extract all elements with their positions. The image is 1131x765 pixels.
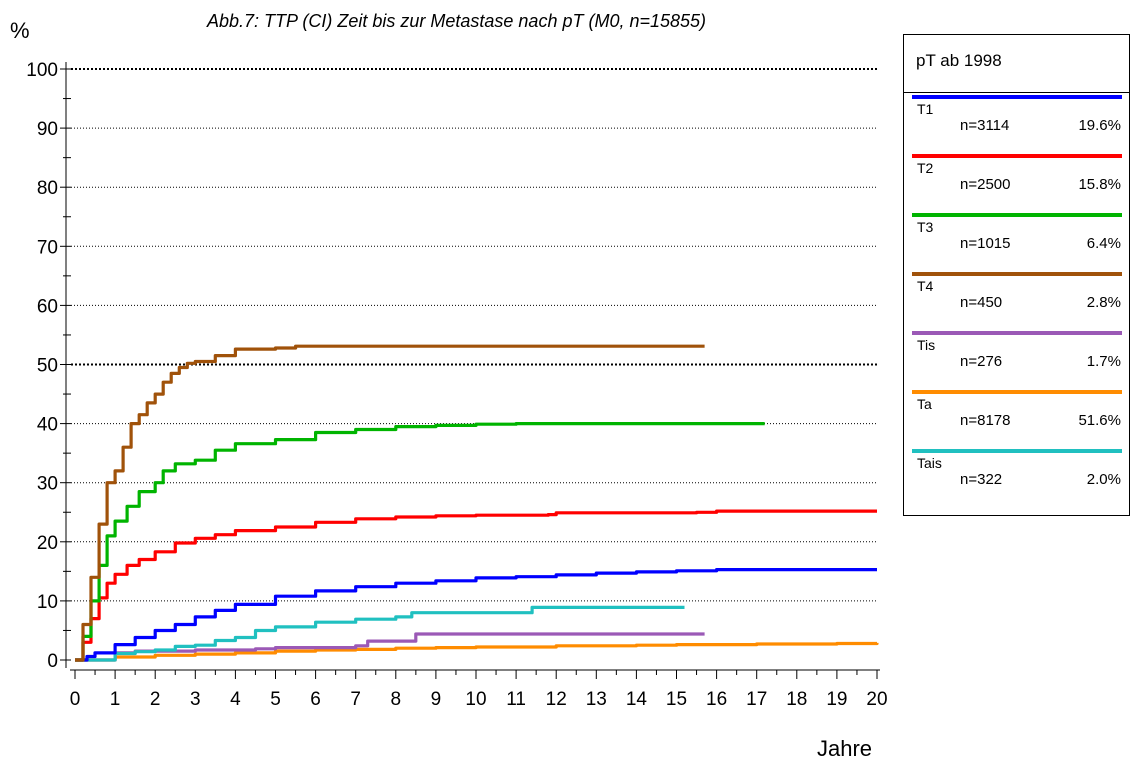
legend-series-percent: 15.8% bbox=[1078, 176, 1121, 193]
legend-series-count: n=450 bbox=[960, 294, 1003, 311]
x-tick-label: 17 bbox=[746, 689, 767, 710]
x-tick-label: 7 bbox=[350, 689, 361, 710]
x-tick-label: 10 bbox=[465, 689, 486, 710]
y-tick-label: 60 bbox=[37, 296, 58, 317]
legend-swatch bbox=[912, 390, 1122, 394]
x-axis-label: Jahre bbox=[817, 736, 872, 761]
y-axis-label: % bbox=[10, 18, 30, 43]
y-tick-label: 40 bbox=[37, 415, 58, 436]
legend-entry-tais: Tais n=322 2.0% bbox=[904, 449, 1129, 508]
legend-series-count: n=322 bbox=[960, 471, 1003, 488]
x-tick-label: 11 bbox=[506, 689, 526, 710]
legend-series-name: T4 bbox=[917, 278, 934, 294]
legend-swatch bbox=[912, 331, 1122, 335]
y-tick-label: 70 bbox=[37, 237, 58, 258]
legend-series-percent: 51.6% bbox=[1078, 412, 1121, 429]
chart-title: Abb.7: TTP (CI) Zeit bis zur Metastase n… bbox=[206, 11, 706, 31]
legend-series-count: n=2500 bbox=[960, 176, 1011, 193]
series-line-t3 bbox=[75, 422, 765, 662]
y-tick-label: 100 bbox=[26, 60, 58, 81]
legend-series-percent: 1.7% bbox=[1086, 353, 1121, 370]
legend-swatch bbox=[912, 154, 1122, 158]
x-tick-label: 1 bbox=[110, 689, 121, 710]
gridlines bbox=[71, 68, 877, 602]
legend-swatch bbox=[912, 95, 1122, 99]
x-tick-label: 9 bbox=[431, 689, 442, 710]
legend-title: pT ab 1998 bbox=[916, 51, 1002, 70]
legend: pT ab 1998 T1 n=3114 19.6% T2 n=2500 15.8% T3 n… bbox=[903, 34, 1130, 516]
series-line-tais bbox=[75, 605, 685, 662]
legend-entry-t3: T3 n=1015 6.4% bbox=[904, 213, 1129, 272]
x-tick-label: 12 bbox=[546, 689, 567, 710]
legend-series-percent: 19.6% bbox=[1078, 117, 1121, 134]
series-line-ta bbox=[75, 641, 879, 662]
x-tick-label: 20 bbox=[866, 689, 887, 710]
legend-entry-t1: T1 n=3114 19.6% bbox=[904, 95, 1129, 154]
x-tick-label: 14 bbox=[626, 689, 648, 710]
y-tick-label: 80 bbox=[37, 178, 58, 199]
x-tick-label: 0 bbox=[70, 689, 81, 710]
legend-series-count: n=1015 bbox=[960, 235, 1011, 252]
legend-series-percent: 6.4% bbox=[1086, 235, 1121, 252]
legend-entry-ta: Ta n=8178 51.6% bbox=[904, 390, 1129, 449]
x-tick-label: 2 bbox=[150, 689, 161, 710]
legend-entry-t4: T4 n=450 2.8% bbox=[904, 272, 1129, 331]
legend-swatch bbox=[912, 272, 1122, 276]
legend-swatch bbox=[912, 213, 1122, 217]
legend-series-name: Tais bbox=[917, 455, 942, 471]
x-tick-label: 3 bbox=[190, 689, 201, 710]
y-tick-label: 90 bbox=[37, 119, 58, 140]
x-tick-label: 6 bbox=[310, 689, 321, 710]
y-tick-label: 10 bbox=[37, 592, 58, 613]
y-tick-label: 30 bbox=[37, 474, 58, 495]
series-lines bbox=[75, 344, 879, 662]
x-tick-label: 18 bbox=[786, 689, 807, 710]
legend-series-name: Ta bbox=[917, 396, 932, 412]
series-line-t2 bbox=[75, 509, 877, 662]
legend-series-percent: 2.8% bbox=[1086, 294, 1121, 311]
legend-series-percent: 2.0% bbox=[1086, 471, 1121, 488]
y-tick-label: 0 bbox=[47, 651, 58, 672]
series-line-t4 bbox=[75, 344, 705, 662]
legend-swatch bbox=[912, 449, 1122, 453]
y-tick-label: 50 bbox=[37, 356, 58, 377]
series-line-t1 bbox=[75, 568, 877, 662]
y-tick-label: 20 bbox=[37, 533, 58, 554]
legend-series-name: Tis bbox=[917, 337, 936, 353]
legend-series-name: T2 bbox=[917, 160, 934, 176]
legend-series-name: T3 bbox=[917, 219, 934, 235]
x-tick-label: 8 bbox=[391, 689, 402, 710]
legend-entry-tis: Tis n=276 1.7% bbox=[904, 331, 1129, 390]
legend-series-count: n=3114 bbox=[960, 117, 1010, 134]
x-tick-label: 15 bbox=[666, 689, 687, 710]
legend-entry-t2: T2 n=2500 15.8% bbox=[904, 154, 1129, 213]
legend-divider bbox=[904, 92, 1129, 93]
legend-series-count: n=276 bbox=[960, 353, 1003, 370]
legend-series-count: n=8178 bbox=[960, 412, 1011, 429]
x-tick-label: 4 bbox=[230, 689, 241, 710]
x-tick-label: 19 bbox=[826, 689, 847, 710]
x-tick-label: 5 bbox=[270, 689, 281, 710]
x-tick-label: 16 bbox=[706, 689, 727, 710]
x-tick-label: 13 bbox=[586, 689, 607, 710]
legend-series-name: T1 bbox=[917, 101, 934, 117]
